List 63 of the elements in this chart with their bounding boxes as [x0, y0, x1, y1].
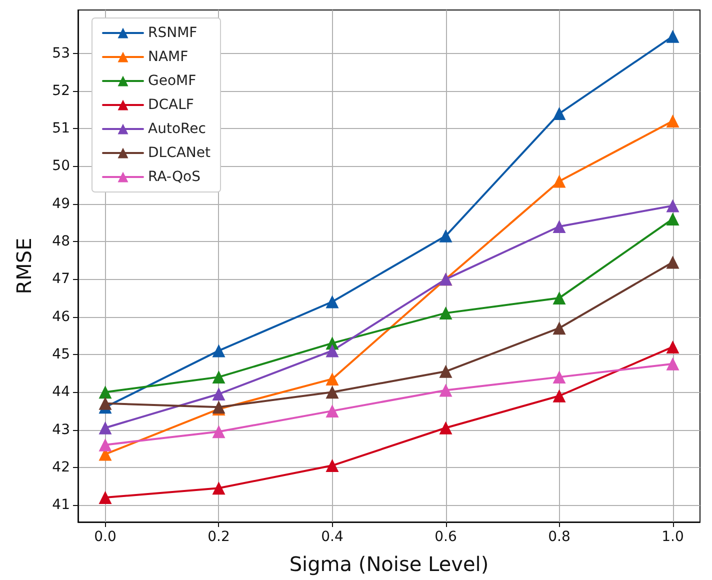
point — [98, 386, 112, 399]
y-tick-label: 46 — [52, 308, 70, 325]
point — [552, 107, 566, 120]
point — [552, 220, 566, 233]
point — [212, 370, 226, 384]
legend-label: RA-QoS — [148, 169, 201, 185]
y-tick-label: 49 — [52, 196, 70, 212]
point — [666, 357, 680, 370]
y-tick-label: 50 — [52, 158, 70, 174]
legend-label: GeoMF — [148, 73, 196, 89]
x-tick-label: 0.2 — [208, 529, 230, 545]
legend-label: DCALF — [148, 97, 194, 113]
point — [98, 421, 112, 434]
point — [439, 364, 452, 378]
x-tick-label: 0.6 — [434, 529, 457, 545]
legend-label: RSNMF — [148, 25, 198, 41]
point — [326, 295, 339, 308]
y-tick-label: 44 — [52, 384, 70, 400]
x-tick-label: 0.0 — [94, 529, 116, 545]
x-tick-label: 1.0 — [662, 529, 684, 545]
point — [439, 229, 452, 242]
point — [439, 421, 452, 434]
y-tick-label: 43 — [52, 422, 70, 438]
y-tick-label: 53 — [52, 45, 70, 62]
legend-label: AutoRec — [148, 121, 206, 137]
point — [552, 292, 566, 304]
x-tick-label: 0.4 — [321, 529, 344, 545]
legend-label: NAMF — [148, 49, 188, 65]
point — [326, 372, 339, 386]
point — [212, 425, 226, 438]
y-tick-label: 51 — [52, 120, 70, 137]
point — [439, 306, 452, 320]
y-axis-title: RMSE — [12, 238, 36, 294]
y-tick-label: 41 — [52, 497, 70, 514]
point — [212, 482, 226, 495]
point — [98, 396, 112, 410]
point — [439, 384, 452, 397]
point — [666, 30, 680, 43]
legend-label: DLCANet — [148, 145, 212, 161]
y-tick-label: 47 — [52, 271, 70, 288]
point — [666, 212, 680, 226]
point — [666, 256, 680, 269]
point — [98, 438, 112, 452]
point — [552, 389, 566, 402]
point — [552, 322, 566, 335]
y-tick-label: 52 — [52, 82, 70, 99]
point — [666, 199, 680, 212]
point — [552, 370, 566, 384]
point — [326, 344, 339, 358]
point — [98, 491, 112, 504]
point — [666, 340, 680, 354]
x-axis-title: Sigma (Noise Level) — [289, 552, 489, 576]
point — [666, 114, 680, 128]
point — [552, 174, 566, 188]
y-tick-label: 42 — [52, 459, 70, 476]
point — [212, 388, 226, 400]
y-tick-label: 45 — [52, 346, 70, 362]
point — [326, 386, 339, 399]
point — [326, 459, 339, 472]
point — [326, 404, 339, 418]
point — [212, 344, 226, 358]
x-tick-label: 0.8 — [548, 529, 570, 545]
y-tick-label: 48 — [52, 234, 70, 250]
